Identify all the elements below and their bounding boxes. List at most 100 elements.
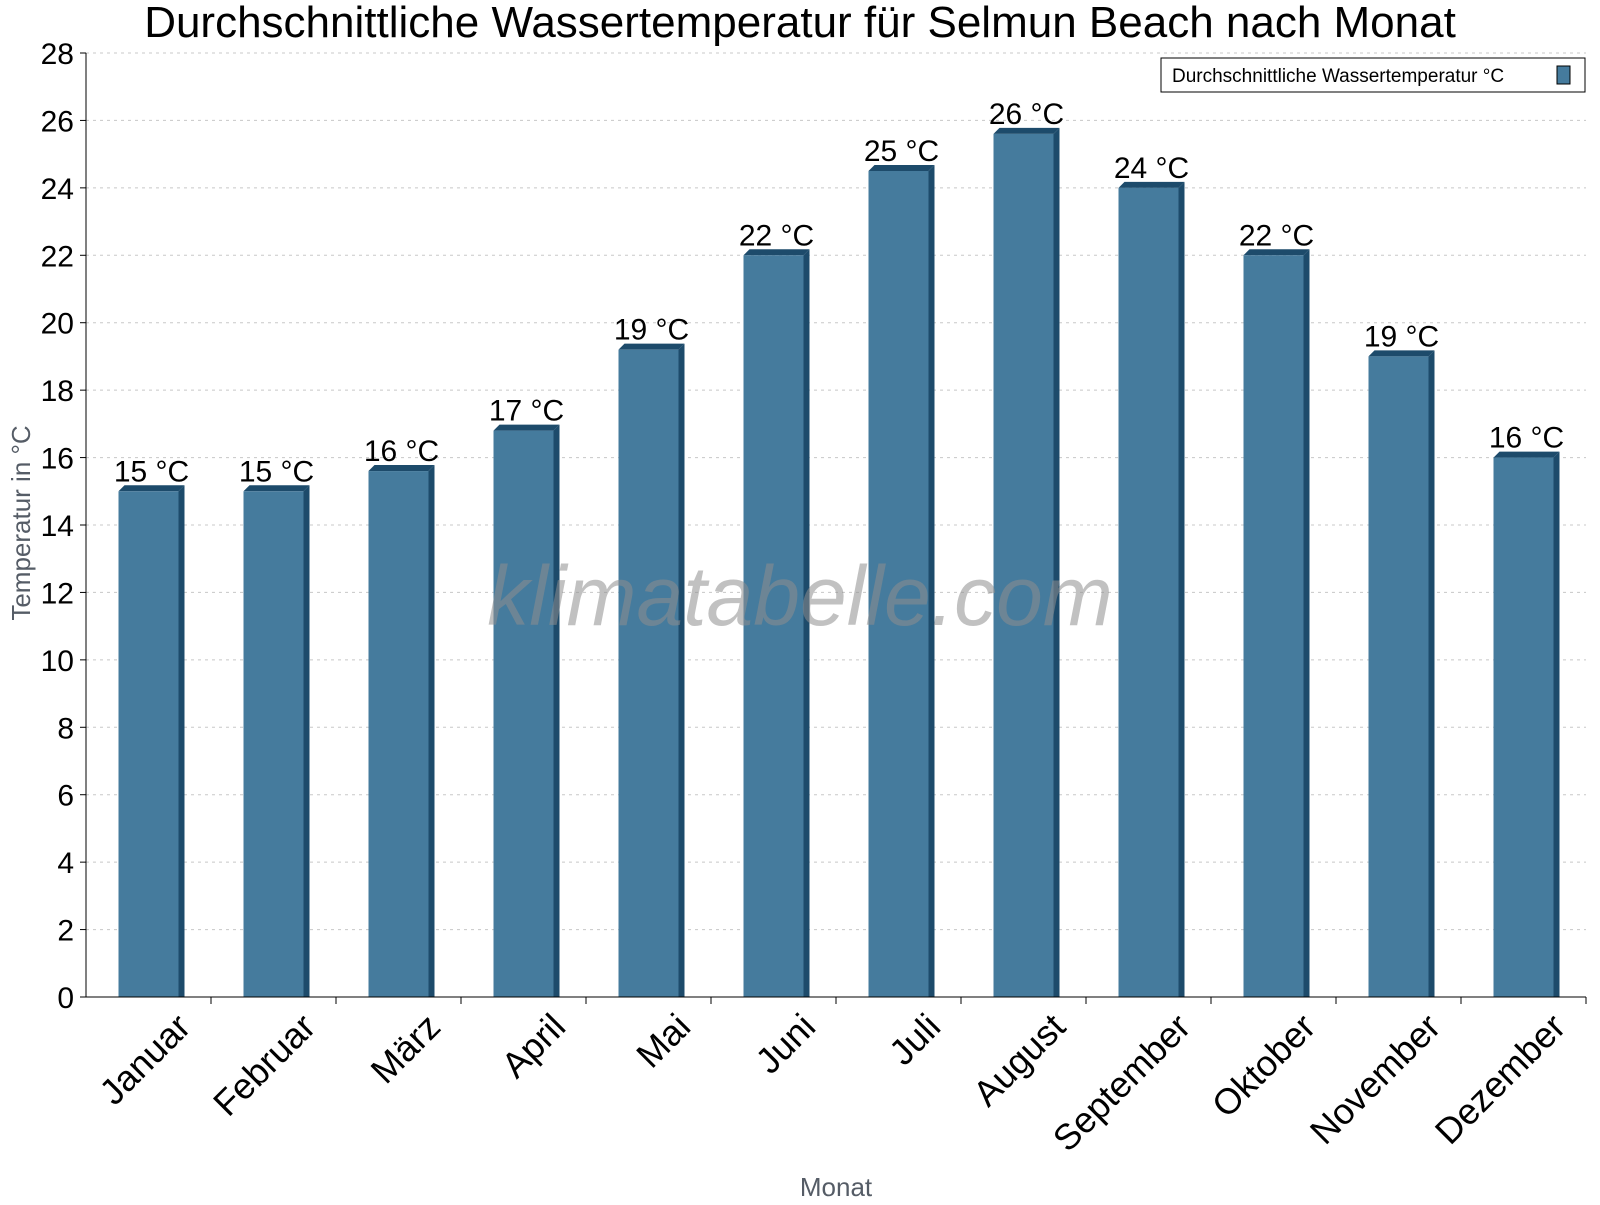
chart-title: Durchschnittliche Wassertemperatur für S… xyxy=(144,0,1456,47)
bar-side xyxy=(1178,181,1185,997)
bar-januar xyxy=(118,485,185,997)
bar-front xyxy=(618,349,679,998)
legend-label: Durchschnittliche Wassertemperatur °C xyxy=(1172,66,1504,87)
bar-side xyxy=(678,343,685,998)
bar-side xyxy=(303,485,310,997)
x-tick-labels: Januar Februar März April Mai Juni Juli AugustS… xyxy=(91,1006,1573,1160)
data-label: 22 °C xyxy=(739,219,814,252)
bar-side xyxy=(428,465,435,997)
legend: Durchschnittliche Wassertemperatur °C xyxy=(1160,57,1586,93)
watermark-text: klimatabelle.com xyxy=(487,549,1113,643)
bar-front xyxy=(1368,356,1429,997)
y-tick-label: 18 xyxy=(41,375,74,408)
grid-lines xyxy=(86,52,1586,931)
bar-top xyxy=(1118,181,1185,188)
bar-november xyxy=(1368,350,1435,997)
bar-top xyxy=(493,424,560,431)
bar-front xyxy=(118,491,179,997)
y-tick-label: 14 xyxy=(41,510,74,543)
bar-front xyxy=(993,133,1054,997)
y-tick-label: 12 xyxy=(41,577,74,610)
bar-top xyxy=(1493,451,1560,458)
data-label: 16 °C xyxy=(364,435,439,468)
bar-top xyxy=(993,127,1060,134)
bar-front xyxy=(243,491,304,997)
axes xyxy=(80,52,1587,1004)
bar-side xyxy=(1553,451,1560,998)
data-label: 19 °C xyxy=(1364,320,1439,353)
bar-front xyxy=(1118,187,1179,997)
bar-top xyxy=(743,249,810,256)
bar-top xyxy=(1368,350,1435,357)
bar-front xyxy=(868,171,929,997)
bar-top xyxy=(368,465,435,472)
y-tick-label: 10 xyxy=(41,645,74,678)
data-label: 15 °C xyxy=(114,455,189,488)
y-tick-label: 24 xyxy=(41,173,74,206)
x-tick-label: November xyxy=(1302,1006,1448,1152)
bars xyxy=(118,127,1560,998)
bar-front xyxy=(368,471,429,997)
bar-front xyxy=(1493,457,1554,998)
bar-side xyxy=(928,165,935,997)
data-label: 24 °C xyxy=(1114,152,1189,185)
bar-august xyxy=(993,127,1060,997)
y-tick-label: 20 xyxy=(41,308,74,341)
y-tick-label: 4 xyxy=(57,847,74,880)
data-label: 16 °C xyxy=(1489,422,1564,455)
x-tick-label: Oktober xyxy=(1204,1006,1324,1126)
bar-mai xyxy=(618,343,685,998)
x-tick-label: März xyxy=(363,1006,449,1092)
bar-front xyxy=(493,430,554,998)
legend-swatch xyxy=(1556,65,1571,85)
bar-februar xyxy=(243,485,310,997)
data-label: 22 °C xyxy=(1239,219,1314,252)
bar-top xyxy=(868,165,935,171)
y-tick-label: 16 xyxy=(41,443,74,476)
data-label: 26 °C xyxy=(989,98,1064,131)
bar-side xyxy=(1428,350,1435,997)
y-tick-label: 28 xyxy=(41,38,74,71)
bar-april xyxy=(493,424,560,998)
bar-top xyxy=(118,485,185,492)
bar-dezember xyxy=(1493,451,1560,998)
y-tick-label: 0 xyxy=(57,982,74,1015)
data-label: 25 °C xyxy=(864,135,939,168)
data-label: 15 °C xyxy=(239,455,314,488)
x-tick-label: April xyxy=(493,1006,573,1086)
bar-märz xyxy=(368,465,435,997)
x-tick-label: Juni xyxy=(747,1006,823,1082)
x-tick-label: September xyxy=(1045,1006,1199,1160)
bar-top xyxy=(243,485,310,492)
y-tick-label: 6 xyxy=(57,780,74,813)
data-label: 17 °C xyxy=(489,395,564,428)
bar-side xyxy=(1303,249,1310,998)
y-tick-label: 26 xyxy=(41,105,74,138)
x-tick-label: August xyxy=(965,1006,1073,1114)
y-tick-label: 2 xyxy=(57,915,74,948)
bar-side xyxy=(178,485,185,997)
bar-top xyxy=(1243,249,1310,256)
x-tick-label: Mai xyxy=(628,1006,698,1076)
legend-box xyxy=(1160,57,1586,93)
bar-side xyxy=(803,249,810,998)
bar-top xyxy=(618,343,685,350)
bar-front xyxy=(1243,255,1304,998)
data-label: 19 °C xyxy=(614,314,689,347)
bar-side xyxy=(553,424,560,998)
x-tick-label: Juli xyxy=(881,1006,948,1073)
x-axis-label: Monat xyxy=(800,1172,873,1200)
y-tick-label: 22 xyxy=(41,240,74,273)
x-tick-label: Januar xyxy=(91,1006,198,1113)
y-axis-label: Temperatur in °C xyxy=(6,425,36,620)
data-labels: 15 °C 15 °C 16 °C 17 °C 19 °C 22 °C 25 °C 26 °C… xyxy=(114,98,1564,488)
bar-september xyxy=(1118,181,1185,997)
bar-side xyxy=(1053,127,1060,997)
x-tick-label: Februar xyxy=(205,1006,323,1124)
bar-oktober xyxy=(1243,249,1310,998)
y-tick-label: 8 xyxy=(57,712,74,745)
bar-front xyxy=(743,255,804,998)
